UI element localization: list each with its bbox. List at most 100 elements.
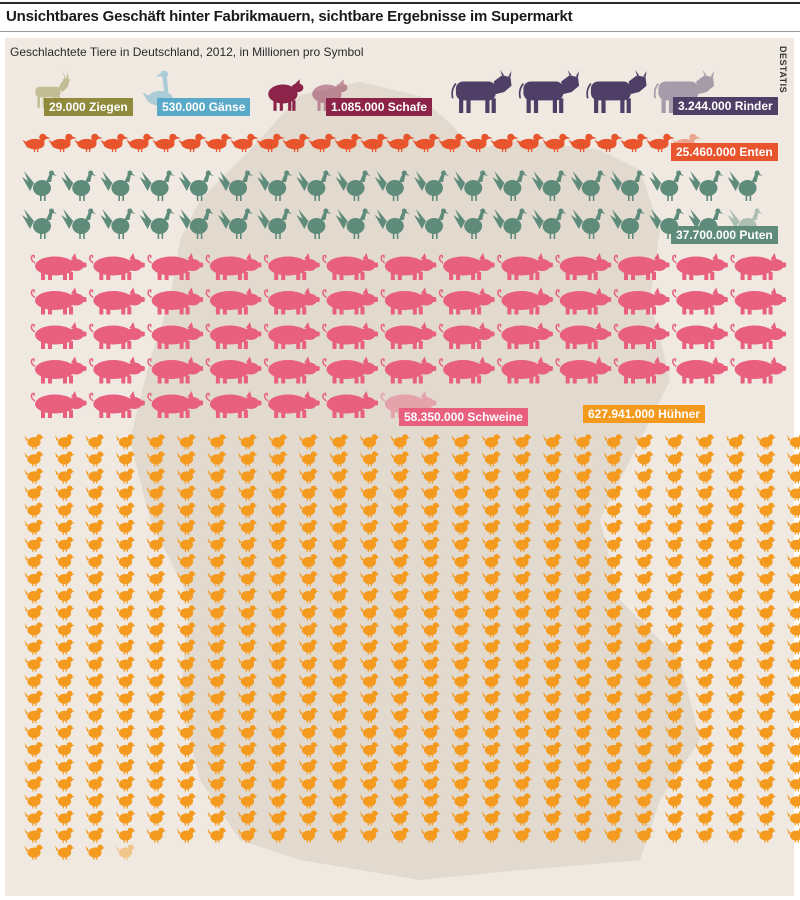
hühner-symbol-394 xyxy=(115,690,136,706)
hühner-symbol-258 xyxy=(725,588,746,604)
hühner-symbol-50 xyxy=(725,451,746,467)
hühner-symbol-382 xyxy=(542,673,563,689)
hühner-symbol-268 xyxy=(237,605,258,621)
schweine-symbol-5 xyxy=(263,253,320,280)
puten-symbol-16 xyxy=(610,170,645,201)
hühner-symbol-619 xyxy=(634,827,655,843)
hühner-symbol-350 xyxy=(359,656,380,672)
hühner-symbol-303 xyxy=(512,622,533,638)
hühner-symbol-609 xyxy=(329,827,350,843)
hühner-symbol-483 xyxy=(451,742,472,758)
puten-symbol-31 xyxy=(453,208,489,239)
hühner-symbol-594 xyxy=(664,810,685,826)
enten-symbol-12 xyxy=(308,133,337,152)
hühner-symbol-243 xyxy=(268,588,289,604)
hühner-symbol-234 xyxy=(786,571,800,587)
hühner-symbol-84 xyxy=(176,485,197,501)
hühner-symbol-263 xyxy=(85,605,106,621)
hühner-symbol-569 xyxy=(695,793,716,809)
hühner-symbol-29 xyxy=(85,451,106,467)
hühner-symbol-589 xyxy=(512,810,533,826)
hühner-symbol-554 xyxy=(237,793,258,809)
hühner-symbol-168 xyxy=(359,536,380,552)
hühner-symbol-424 xyxy=(237,707,258,723)
hühner-symbol-59 xyxy=(207,468,228,484)
hühner-symbol-265 xyxy=(146,605,167,621)
hühner-symbol-340 xyxy=(54,656,75,672)
hühner-symbol-70 xyxy=(542,468,563,484)
hühner-symbol-463 xyxy=(634,724,655,741)
hühner-symbol-445 xyxy=(85,724,106,741)
schweine-symbol-7 xyxy=(380,253,437,280)
hühner-symbol-383 xyxy=(573,673,594,689)
hühner-symbol-171 xyxy=(451,536,472,552)
hühner-symbol-135 xyxy=(146,519,167,535)
hühner-symbol-575 xyxy=(85,810,106,826)
hühner-symbol-230 xyxy=(664,571,685,587)
hühner-symbol-296 xyxy=(298,622,319,638)
hühner-symbol-440 xyxy=(725,707,746,723)
hühner-symbol-64 xyxy=(359,468,380,484)
hühner-symbol-4 xyxy=(115,434,136,450)
hühner-symbol-504 xyxy=(298,759,319,775)
hühner-symbol-587 xyxy=(451,810,472,826)
puten-symbol-6 xyxy=(218,170,253,201)
hühner-symbol-53 xyxy=(24,468,45,484)
hühner-symbol-372 xyxy=(237,673,258,689)
hühner-symbol-227 xyxy=(573,571,594,587)
hühner-symbol-199 xyxy=(512,553,533,570)
hühner-symbol-176 xyxy=(603,536,624,552)
enten-symbol-11 xyxy=(282,133,311,152)
hühner-symbol-518 xyxy=(725,759,746,775)
hühner-symbol-45 xyxy=(573,451,594,467)
schweine-symbol-31 xyxy=(263,322,320,349)
schweine-symbol-50 xyxy=(613,356,670,384)
hühner-symbol-472 xyxy=(115,742,136,758)
hühner-symbol-248 xyxy=(420,588,441,604)
hühner-symbol-42 xyxy=(481,451,502,467)
hühner-symbol-596 xyxy=(725,810,746,826)
hühner-symbol-389 xyxy=(756,673,777,689)
hühner-symbol-277 xyxy=(512,605,533,621)
hühner-symbol-3 xyxy=(85,434,106,450)
hühner-symbol-420 xyxy=(115,707,136,723)
hühner-symbol-439 xyxy=(695,707,716,723)
puten-symbol-1 xyxy=(22,170,57,201)
hühner-symbol-272 xyxy=(359,605,380,621)
hühner-symbol-253 xyxy=(573,588,594,604)
hühner-symbol-61 xyxy=(268,468,289,484)
hühner-symbol-602 xyxy=(115,827,136,843)
hühner-symbol-450 xyxy=(237,724,258,741)
hühner-symbol-242 xyxy=(237,588,258,604)
hühner-symbol-363 xyxy=(756,656,777,672)
hühner-symbol-524 xyxy=(115,776,136,792)
hühner-symbol-106 xyxy=(54,502,75,518)
enten-symbol-1 xyxy=(22,133,51,152)
enten-symbol-10 xyxy=(256,133,285,152)
schweine-symbol-45 xyxy=(322,356,378,384)
enten-symbol-17 xyxy=(438,133,467,152)
hühner-symbol-224 xyxy=(481,571,502,587)
hühner-symbol-522 xyxy=(54,776,75,792)
hühner-symbol-544 xyxy=(725,776,746,792)
hühner-symbol-339 xyxy=(24,656,45,672)
hühner-symbol-550 xyxy=(115,793,136,809)
hühner-symbol-586 xyxy=(420,810,441,826)
hühner-symbol-496 xyxy=(54,759,75,775)
hühner-symbol-249 xyxy=(451,588,472,604)
hühner-symbol-376 xyxy=(359,673,380,689)
hühner-symbol-532 xyxy=(359,776,380,792)
hühner-symbol-428 xyxy=(359,707,380,723)
hühner-symbol-217 xyxy=(268,571,289,587)
hühner-symbol-416 xyxy=(786,691,800,706)
hühner-symbol-461 xyxy=(573,724,594,741)
hühner-symbol-44 xyxy=(542,451,563,467)
hühner-symbol-557 xyxy=(329,793,350,809)
hühner-symbol-127 xyxy=(695,502,716,518)
hühner-symbol-121 xyxy=(512,502,533,518)
hühner-symbol-333 xyxy=(634,639,655,655)
hühner-symbol-117 xyxy=(390,502,411,518)
hühner-symbol-169 xyxy=(390,536,411,552)
schweine-symbol-10 xyxy=(555,253,612,280)
hühner-symbol-356 xyxy=(542,656,563,672)
